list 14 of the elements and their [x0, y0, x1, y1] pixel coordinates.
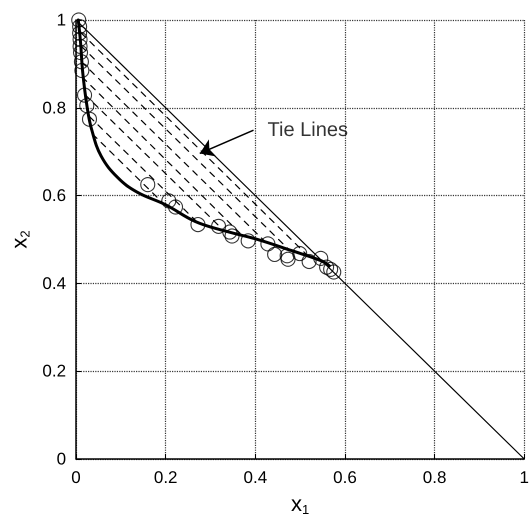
y-tick-label: 0.6: [42, 186, 66, 206]
x-tick-label: 0.6: [333, 468, 357, 487]
y-tick-label: 0.8: [42, 98, 66, 118]
x-tick-label: 0: [71, 468, 81, 487]
y-tick-label: 0.2: [42, 362, 66, 381]
y-tick-label: 1: [56, 10, 66, 30]
y-tick-label: 0: [56, 450, 66, 468]
x-tick-label: 0.4: [244, 468, 268, 487]
x-tick-label: 1: [520, 468, 530, 487]
x-tick-label: 0.8: [422, 468, 446, 487]
y-axis-title: x2: [6, 230, 32, 249]
x-tick-label: 0.2: [154, 468, 178, 487]
annotation: Tie Lines: [268, 119, 348, 142]
y-tick-label: 0.4: [42, 274, 66, 293]
